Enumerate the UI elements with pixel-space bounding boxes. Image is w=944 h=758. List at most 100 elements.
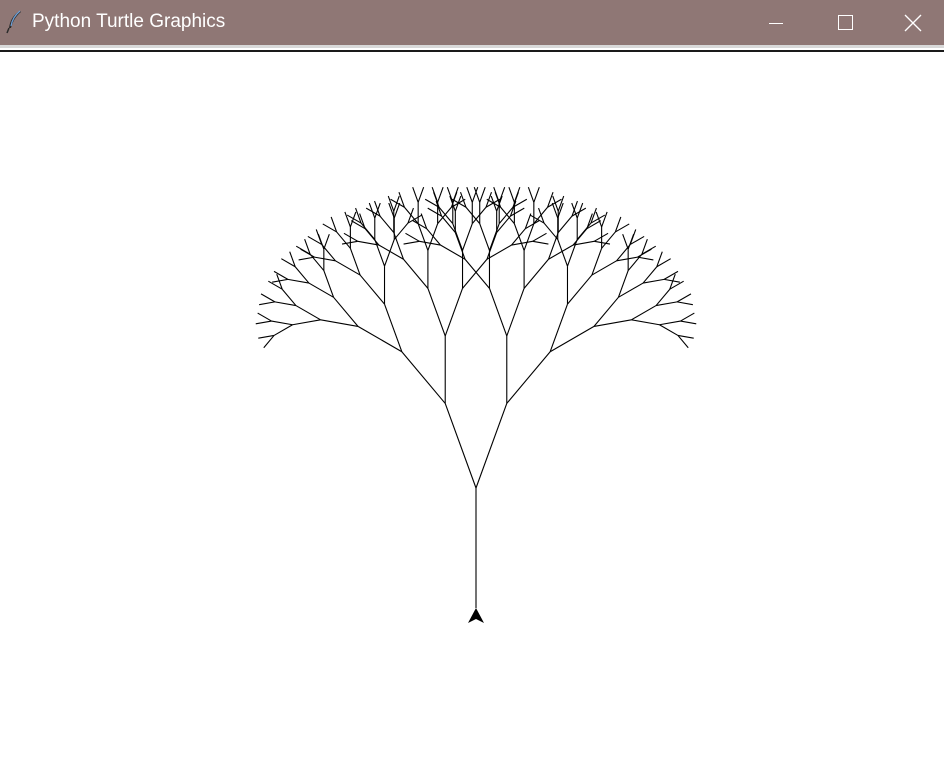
- tree-branch: [444, 288, 464, 337]
- tree-branch: [273, 324, 293, 336]
- tree-branch: [438, 206, 454, 224]
- tree-branch: [304, 238, 311, 255]
- tree-branch: [656, 251, 663, 267]
- tree-branch: [412, 187, 419, 203]
- tree-branch: [401, 351, 446, 404]
- tree-branch: [393, 222, 409, 240]
- tree-branch: [524, 213, 532, 229]
- tree-branch: [547, 198, 562, 208]
- tree-branch: [387, 195, 395, 212]
- tree-branch: [506, 351, 551, 404]
- tree-branch: [460, 192, 467, 208]
- tree-branch: [529, 214, 545, 224]
- tree-branch: [330, 216, 338, 233]
- tree-branch: [268, 280, 283, 290]
- tree-branch: [350, 220, 366, 230]
- tree-branches: [255, 187, 697, 608]
- tree-branch: [281, 288, 297, 306]
- tree-branch: [669, 273, 676, 290]
- tree-branch: [622, 233, 629, 250]
- turtle-canvas[interactable]: [0, 54, 944, 758]
- tree-branch: [552, 195, 559, 212]
- tree-branch: [576, 222, 592, 240]
- tree-branch: [616, 256, 638, 262]
- tree-branch: [437, 187, 444, 203]
- tree-branch: [263, 335, 275, 349]
- tree-branch: [532, 240, 549, 245]
- tree-branch: [548, 244, 574, 260]
- fractal-tree-drawing: [255, 187, 697, 623]
- tree-branch: [374, 200, 381, 217]
- tree-branch: [272, 278, 288, 283]
- title-bar[interactable]: Python Turtle Graphics: [0, 0, 944, 45]
- tree-branch: [298, 256, 315, 261]
- tree-branch: [462, 223, 473, 251]
- close-icon: [904, 14, 921, 31]
- tree-branch: [335, 260, 361, 276]
- tree-branch: [464, 258, 490, 289]
- tree-branch: [590, 214, 606, 224]
- tree-branch: [365, 207, 381, 217]
- tree-branch: [614, 216, 622, 233]
- tree-branch: [637, 256, 654, 261]
- minimize-button[interactable]: [741, 0, 811, 45]
- tree-branch: [471, 206, 487, 224]
- tree-branch: [315, 229, 323, 245]
- tree-branch: [274, 301, 297, 307]
- tree-branch: [655, 301, 678, 307]
- tree-branch: [346, 214, 362, 224]
- tree-branch: [323, 270, 335, 298]
- tree-branch: [509, 200, 517, 217]
- tree-branch: [615, 223, 630, 233]
- tree-branch: [321, 244, 336, 262]
- tree-branch: [322, 223, 337, 233]
- tree-branch: [349, 248, 361, 276]
- tree-branch: [479, 223, 490, 251]
- tree-branch: [680, 312, 695, 322]
- tree-branch: [663, 270, 679, 280]
- window-title: Python Turtle Graphics: [32, 11, 226, 32]
- tree-branch: [441, 215, 456, 233]
- close-button[interactable]: [881, 0, 944, 45]
- tree-branch: [393, 232, 405, 260]
- tree-branch: [488, 288, 508, 337]
- tree-branch: [669, 280, 684, 290]
- tree-branch: [618, 282, 644, 298]
- tree-branch: [551, 202, 559, 219]
- tree-branch: [435, 200, 443, 217]
- tree-branch: [471, 187, 479, 203]
- tree-branch: [444, 403, 477, 489]
- tree-branch: [287, 278, 310, 284]
- maximize-button[interactable]: [811, 0, 881, 45]
- tree-branch: [349, 211, 357, 228]
- tree-branch: [300, 248, 315, 258]
- tree-branch: [295, 305, 321, 321]
- tree-branch: [659, 324, 679, 336]
- tree-branch: [465, 206, 481, 224]
- tree-branch: [393, 202, 401, 219]
- tree-branch: [486, 198, 501, 208]
- tree-branch: [359, 213, 366, 229]
- tree-branch: [412, 220, 427, 230]
- tree-branch: [308, 282, 334, 298]
- tree-branch: [417, 223, 429, 251]
- tree-branch: [513, 223, 525, 251]
- tree-branch: [424, 198, 440, 208]
- tree-branch: [292, 319, 321, 326]
- tree-branch: [485, 192, 492, 208]
- tree-branch: [523, 258, 549, 289]
- tree-branch: [357, 240, 379, 246]
- tree-branch: [276, 273, 283, 290]
- tree-branch: [273, 270, 289, 280]
- window-frame-divider: [0, 45, 944, 54]
- tree-branch: [405, 232, 420, 242]
- tree-branch: [258, 334, 275, 339]
- tree-branch: [259, 301, 275, 306]
- tree-branch: [500, 206, 515, 224]
- maximize-icon: [838, 14, 853, 30]
- tree-branch: [257, 312, 272, 322]
- tree-branch: [593, 296, 619, 327]
- tree-branch: [427, 207, 442, 217]
- tree-branch: [642, 278, 665, 284]
- tree-branch: [677, 301, 693, 306]
